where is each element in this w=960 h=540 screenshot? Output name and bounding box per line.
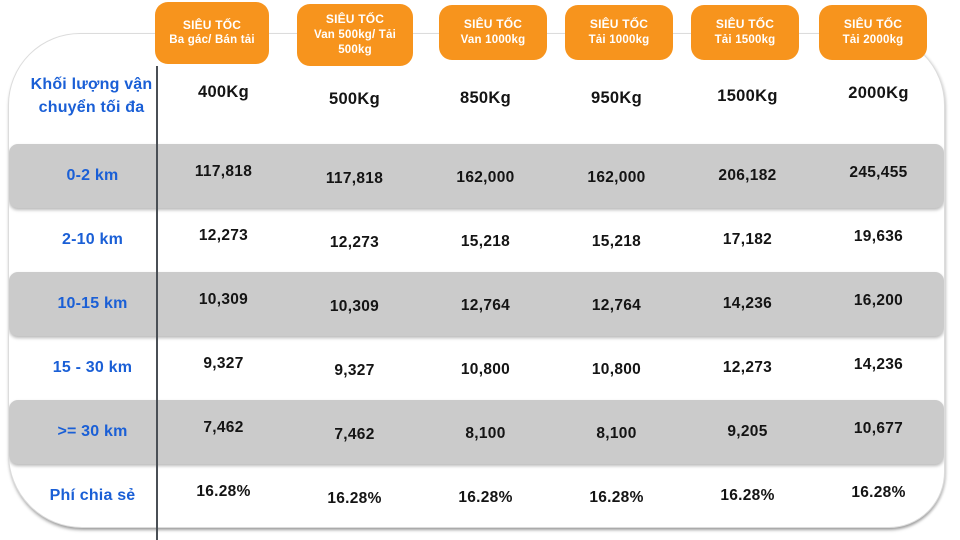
service-badge-van-500kg: SIÊU TỐC Van 500kg/ Tải 500kg <box>297 4 413 66</box>
price-cell: 14,236 <box>853 356 904 373</box>
corner-header: Khối lượng vận chuyển tối đa <box>30 75 153 116</box>
price-cell: 12,273 <box>722 359 773 376</box>
price-cell: 9,327 <box>203 355 244 372</box>
capacity-value: 400Kg <box>197 82 250 101</box>
badge-title: SIÊU TỐC <box>589 17 649 31</box>
price-cell: 117,818 <box>325 170 384 187</box>
service-badge-tai-2000kg: SIÊU TỐC Tải 2000kg <box>819 5 927 60</box>
price-cell: 8,100 <box>596 425 637 442</box>
capacity-value: 850Kg <box>459 88 512 107</box>
capacity-header-row: Khối lượng vận chuyển tối đa 400Kg 500Kg… <box>9 34 944 144</box>
price-cell: 8,100 <box>465 425 506 442</box>
price-cell: 245,455 <box>849 164 908 181</box>
badge-subtitle: Van 500kg/ Tải 500kg <box>313 28 397 56</box>
row-label: 10-15 km <box>57 295 128 312</box>
price-cell: 9,205 <box>727 423 768 440</box>
price-cell: 9,327 <box>334 362 375 379</box>
capacity-value: 950Kg <box>590 88 643 107</box>
capacity-value: 500Kg <box>328 89 381 108</box>
table-row-share-fee: Phí chia sẻ 16.28% 16.28% 16.28% 16.28% … <box>9 464 944 527</box>
price-cell: 12,764 <box>460 297 511 314</box>
table-row-0-2km: 0-2 km 117,818 117,818 162,000 162,000 2… <box>9 144 944 208</box>
service-badge-tai-1500kg: SIÊU TỐC Tải 1500kg <box>691 5 799 60</box>
fee-cell: 16.28% <box>196 483 251 500</box>
price-cell: 206,182 <box>718 167 777 184</box>
fee-cell: 16.28% <box>720 487 775 504</box>
price-cell: 10,800 <box>460 361 511 378</box>
vertical-divider-line <box>156 66 158 540</box>
badge-subtitle: Ba gác/ Bán tải <box>169 34 255 47</box>
price-cell: 162,000 <box>456 169 515 186</box>
price-cell: 7,462 <box>203 419 244 436</box>
row-label: 15 - 30 km <box>52 359 133 376</box>
table-row-15-30km: 15 - 30 km 9,327 9,327 10,800 10,800 12,… <box>9 336 944 400</box>
price-cell: 10,800 <box>591 361 642 378</box>
fee-cell: 16.28% <box>589 489 644 506</box>
service-badge-tai-1000kg: SIÊU TỐC Tải 1000kg <box>565 5 673 60</box>
price-cell: 162,000 <box>587 169 646 186</box>
price-cell: 12,273 <box>198 227 249 244</box>
row-label: Phí chia sẻ <box>49 487 136 504</box>
badge-subtitle: Tải 1500kg <box>714 33 776 46</box>
badge-subtitle: Van 1000kg <box>460 33 526 46</box>
price-cell: 7,462 <box>334 426 375 443</box>
row-label: 2-10 km <box>62 231 123 248</box>
service-badge-van-1000kg: SIÊU TỐC Van 1000kg <box>439 5 547 60</box>
table-row-over-30km: >= 30 km 7,462 7,462 8,100 8,100 9,205 1… <box>9 400 944 464</box>
price-cell: 14,236 <box>722 295 773 312</box>
price-cell: 16,200 <box>853 292 904 309</box>
price-cell: 10,309 <box>198 291 249 308</box>
badge-subtitle: Tải 2000kg <box>842 33 904 46</box>
badge-title: SIÊU TỐC <box>182 17 242 32</box>
price-cell: 17,182 <box>722 231 773 248</box>
fee-cell: 16.28% <box>458 489 513 506</box>
row-label: >= 30 km <box>57 423 128 440</box>
table-row-2-10km: 2-10 km 12,273 12,273 15,218 15,218 17,1… <box>9 208 944 272</box>
price-cell: 12,764 <box>591 297 642 314</box>
price-cell: 10,677 <box>853 420 904 437</box>
badge-title: SIÊU TỐC <box>325 11 385 26</box>
row-label: 0-2 km <box>66 167 119 184</box>
capacity-value: 1500Kg <box>717 86 778 105</box>
table-row-10-15km: 10-15 km 10,309 10,309 12,764 12,764 14,… <box>9 272 944 336</box>
badge-title: SIÊU TỐC <box>463 17 523 31</box>
fee-cell: 16.28% <box>327 490 382 507</box>
badge-title: SIÊU TỐC <box>715 17 775 31</box>
service-badge-ba-gac: SIÊU TỐC Ba gác/ Bán tải <box>155 2 269 64</box>
capacity-value: 2000Kg <box>848 83 909 102</box>
price-cell: 117,818 <box>194 163 253 180</box>
fee-cell: 16.28% <box>851 484 906 501</box>
price-cell: 15,218 <box>460 233 511 250</box>
price-cell: 12,273 <box>329 234 380 251</box>
price-cell: 10,309 <box>329 298 380 315</box>
badge-title: SIÊU TỐC <box>843 17 903 31</box>
price-cell: 19,636 <box>853 228 904 245</box>
badge-subtitle: Tải 1000kg <box>588 33 650 46</box>
pricing-card: Khối lượng vận chuyển tối đa 400Kg 500Kg… <box>8 33 945 528</box>
price-cell: 15,218 <box>591 233 642 250</box>
